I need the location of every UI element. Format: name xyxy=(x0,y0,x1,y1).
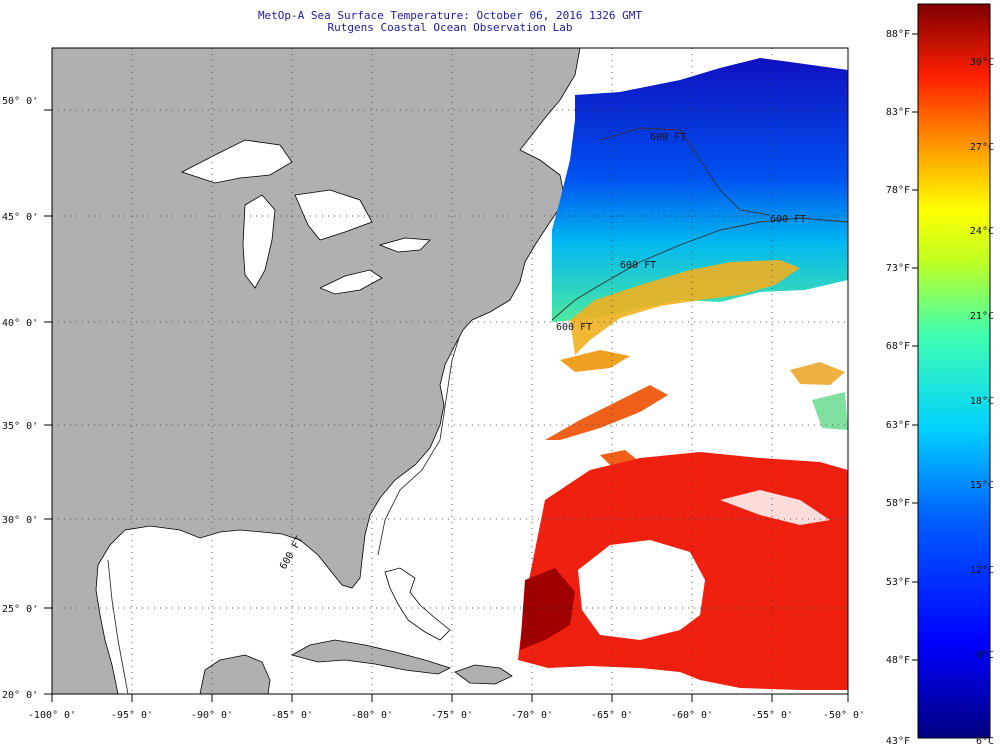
f-label: 43°F xyxy=(886,736,910,747)
f-label: 73°F xyxy=(886,263,910,274)
isobath-label: 600 FT xyxy=(650,132,686,143)
axis-ticks xyxy=(44,109,849,702)
c-label: 9°C xyxy=(976,650,994,661)
lat-label: 20° 0' xyxy=(2,690,38,701)
lon-label: -65° 0' xyxy=(591,710,633,721)
cloud-streaks xyxy=(720,490,830,525)
f-label: 53°F xyxy=(886,577,910,588)
colorbar-f-ticks xyxy=(912,33,918,661)
c-label: 30°C xyxy=(970,57,994,68)
c-label: 27°C xyxy=(970,142,994,153)
colorbar-c-labels: 30°C 27°C 24°C 21°C 18°C 15°C 12°C 9°C 6… xyxy=(970,57,994,747)
map-frame xyxy=(51,47,849,695)
colorbar-f-labels: 88°F 83°F 78°F 73°F 68°F 63°F 58°F 53°F … xyxy=(886,29,910,747)
c-label: 12°C xyxy=(970,565,994,576)
lon-label: -50° 0' xyxy=(823,710,865,721)
lat-label: 25° 0' xyxy=(2,604,38,615)
isobath-contours xyxy=(107,127,848,694)
lat-labels: 50° 0' 45° 0' 40° 0' 35° 0' 30° 0' 25° 0… xyxy=(2,96,38,701)
f-label: 58°F xyxy=(886,498,910,509)
c-label: 18°C xyxy=(970,396,994,407)
colorbar xyxy=(917,3,991,739)
sst-dark-red-patch xyxy=(520,568,575,650)
lon-label: -55° 0' xyxy=(751,710,793,721)
lon-label: -80° 0' xyxy=(351,710,393,721)
lon-label: -70° 0' xyxy=(511,710,553,721)
graticule xyxy=(52,48,848,694)
isobath-label: 600 FT xyxy=(556,322,592,333)
isobath-label: 600 FT xyxy=(770,214,806,225)
land-bahamas xyxy=(384,567,451,641)
lon-label: -100° 0' xyxy=(28,710,76,721)
land-yucatan xyxy=(199,654,271,694)
f-label: 63°F xyxy=(886,420,910,431)
sst-midlat-patches xyxy=(545,350,848,470)
map-title: MetOp-A Sea Surface Temperature: October… xyxy=(257,9,643,22)
lat-label: 50° 0' xyxy=(2,96,38,107)
lat-label: 35° 0' xyxy=(2,421,38,432)
isobath-label: 600 FT xyxy=(620,260,656,271)
lon-label: -75° 0' xyxy=(431,710,473,721)
lon-labels: -100° 0' -95° 0' -90° 0' -85° 0' -80° 0'… xyxy=(28,710,865,721)
great-lakes xyxy=(180,139,431,295)
land-north-america xyxy=(52,48,581,694)
c-label: 21°C xyxy=(970,311,994,322)
lon-label: -90° 0' xyxy=(191,710,233,721)
lon-label: -60° 0' xyxy=(671,710,713,721)
sst-gulf-stream-front xyxy=(570,260,800,355)
f-label: 83°F xyxy=(886,107,910,118)
lon-label: -85° 0' xyxy=(271,710,313,721)
land-cuba xyxy=(290,639,452,675)
sst-northern-swath xyxy=(552,58,848,322)
c-label: 15°C xyxy=(970,480,994,491)
lat-label: 45° 0' xyxy=(2,212,38,223)
land-hispaniola xyxy=(454,664,513,685)
f-label: 48°F xyxy=(886,655,910,666)
c-label: 24°C xyxy=(970,226,994,237)
map-subtitle: Rutgens Coastal Ocean Observation Lab xyxy=(327,21,573,34)
cloud-gap xyxy=(578,540,705,640)
lat-label: 40° 0' xyxy=(2,318,38,329)
lon-label: -95° 0' xyxy=(111,710,153,721)
f-label: 68°F xyxy=(886,341,910,352)
c-label: 6°C xyxy=(976,736,994,747)
lat-label: 30° 0' xyxy=(2,515,38,526)
f-label: 78°F xyxy=(886,185,910,196)
f-label: 88°F xyxy=(886,29,910,40)
